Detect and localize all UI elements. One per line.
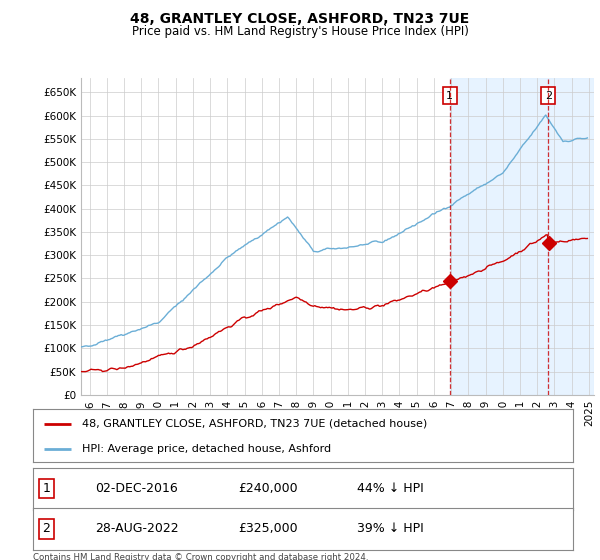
Text: Contains HM Land Registry data © Crown copyright and database right 2024.
This d: Contains HM Land Registry data © Crown c…: [33, 553, 368, 560]
Text: 28-AUG-2022: 28-AUG-2022: [95, 522, 179, 535]
Text: HPI: Average price, detached house, Ashford: HPI: Average price, detached house, Ashf…: [82, 444, 331, 454]
Text: 39% ↓ HPI: 39% ↓ HPI: [357, 522, 424, 535]
Text: 1: 1: [43, 482, 50, 495]
Text: 2: 2: [43, 522, 50, 535]
Text: 48, GRANTLEY CLOSE, ASHFORD, TN23 7UE: 48, GRANTLEY CLOSE, ASHFORD, TN23 7UE: [130, 12, 470, 26]
Bar: [450, 78, 548, 395]
Text: £325,000: £325,000: [238, 522, 298, 535]
Text: 02-DEC-2016: 02-DEC-2016: [95, 482, 178, 495]
Text: 44% ↓ HPI: 44% ↓ HPI: [357, 482, 424, 495]
Text: Price paid vs. HM Land Registry's House Price Index (HPI): Price paid vs. HM Land Registry's House …: [131, 25, 469, 38]
Text: 48, GRANTLEY CLOSE, ASHFORD, TN23 7UE (detached house): 48, GRANTLEY CLOSE, ASHFORD, TN23 7UE (d…: [82, 419, 427, 429]
Bar: [548, 78, 594, 395]
Text: £240,000: £240,000: [238, 482, 298, 495]
Text: 1: 1: [446, 91, 453, 101]
Text: 2: 2: [545, 91, 552, 101]
